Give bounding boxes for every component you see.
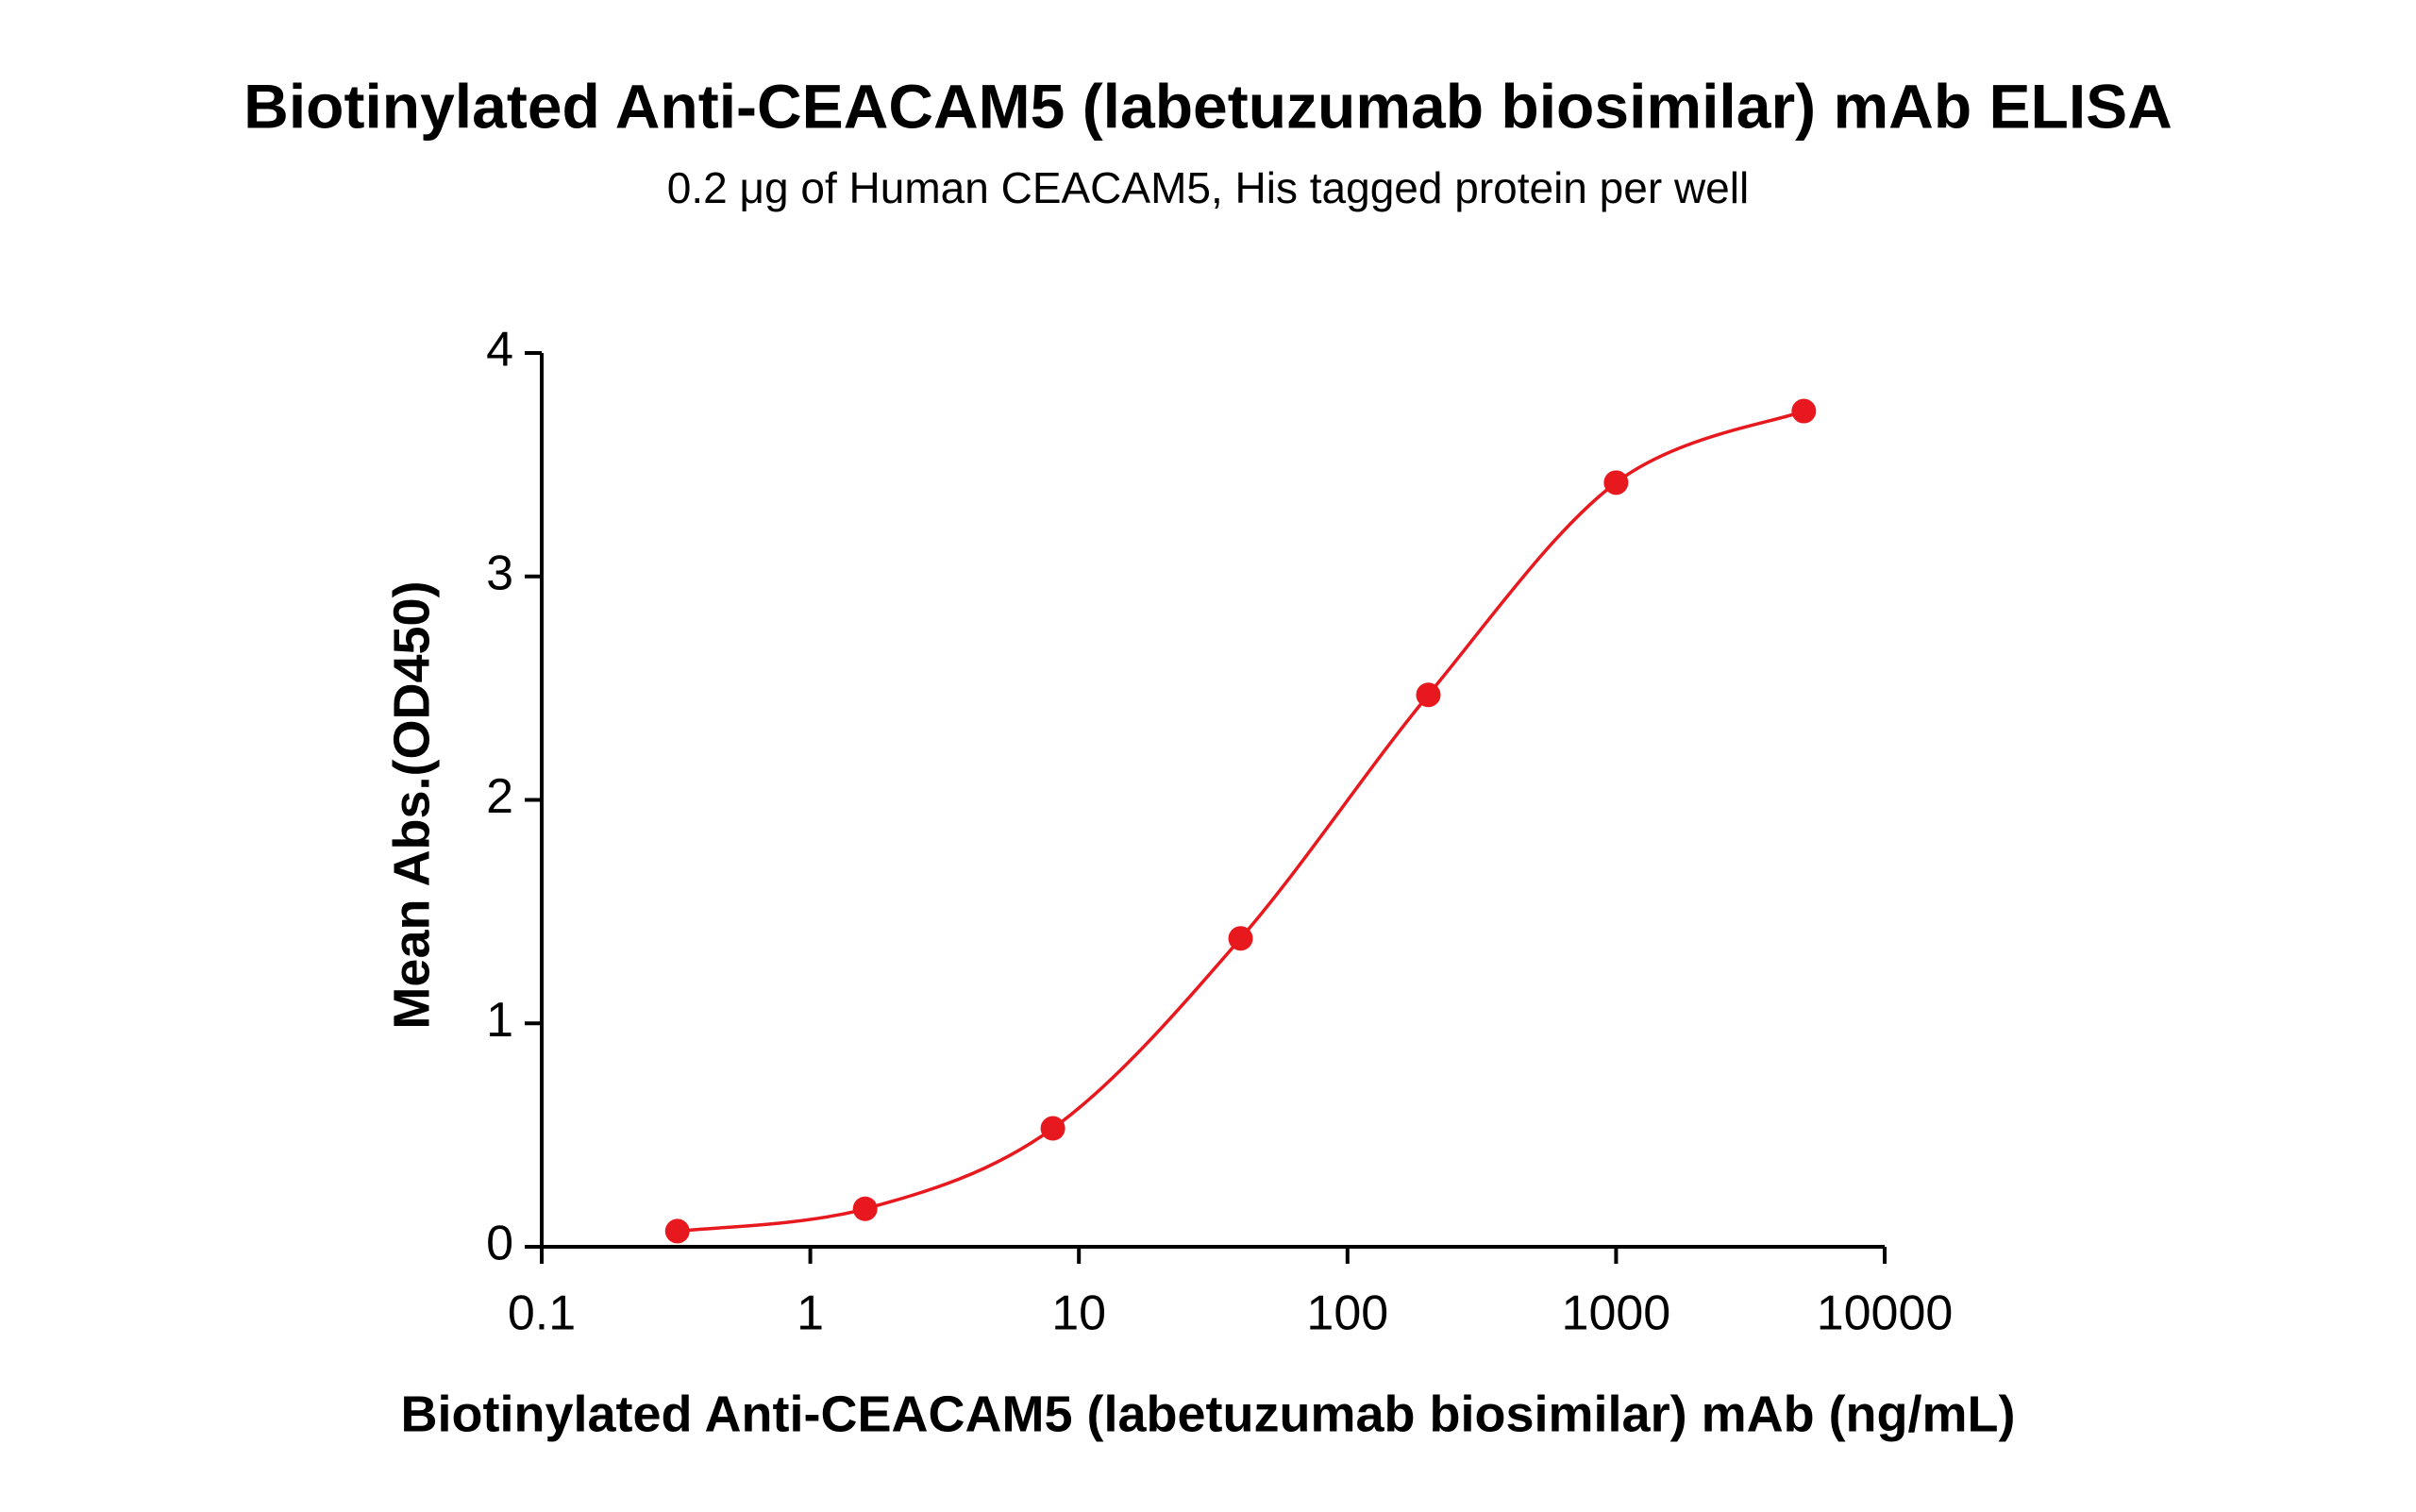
data-point bbox=[1416, 682, 1441, 708]
x-tick-label: 10 bbox=[1051, 1286, 1106, 1341]
data-point bbox=[852, 1196, 878, 1221]
x-tick-label: 10000 bbox=[1817, 1286, 1954, 1341]
chart-subtitle: 0.2 μg of Human CEACAM5, His tagged prot… bbox=[667, 163, 1749, 212]
y-tick-label: 3 bbox=[486, 546, 513, 600]
y-tick-label: 1 bbox=[486, 993, 513, 1048]
x-tick-label: 100 bbox=[1306, 1286, 1388, 1341]
y-tick-label: 4 bbox=[486, 323, 513, 378]
chart-title: Biotinylated Anti-CEACAM5 (labetuzumab b… bbox=[243, 71, 2173, 141]
data-point bbox=[1040, 1116, 1065, 1141]
data-point bbox=[1228, 926, 1253, 951]
x-axis-label: Biotinylated Anti-CEACAM5 (labetuzumab b… bbox=[400, 1386, 2015, 1442]
x-tick-label: 1000 bbox=[1562, 1286, 1671, 1341]
data-point bbox=[664, 1218, 690, 1244]
y-axis-label: Mean Abs.(OD450) bbox=[383, 580, 440, 1029]
data-point bbox=[1603, 470, 1629, 496]
y-tick-label: 0 bbox=[486, 1217, 513, 1271]
data-point bbox=[1791, 398, 1817, 424]
x-tick-label: 1 bbox=[797, 1286, 824, 1341]
x-tick-label: 0.1 bbox=[508, 1286, 576, 1341]
y-tick-label: 2 bbox=[486, 769, 513, 824]
fit-curve bbox=[677, 409, 1804, 1234]
